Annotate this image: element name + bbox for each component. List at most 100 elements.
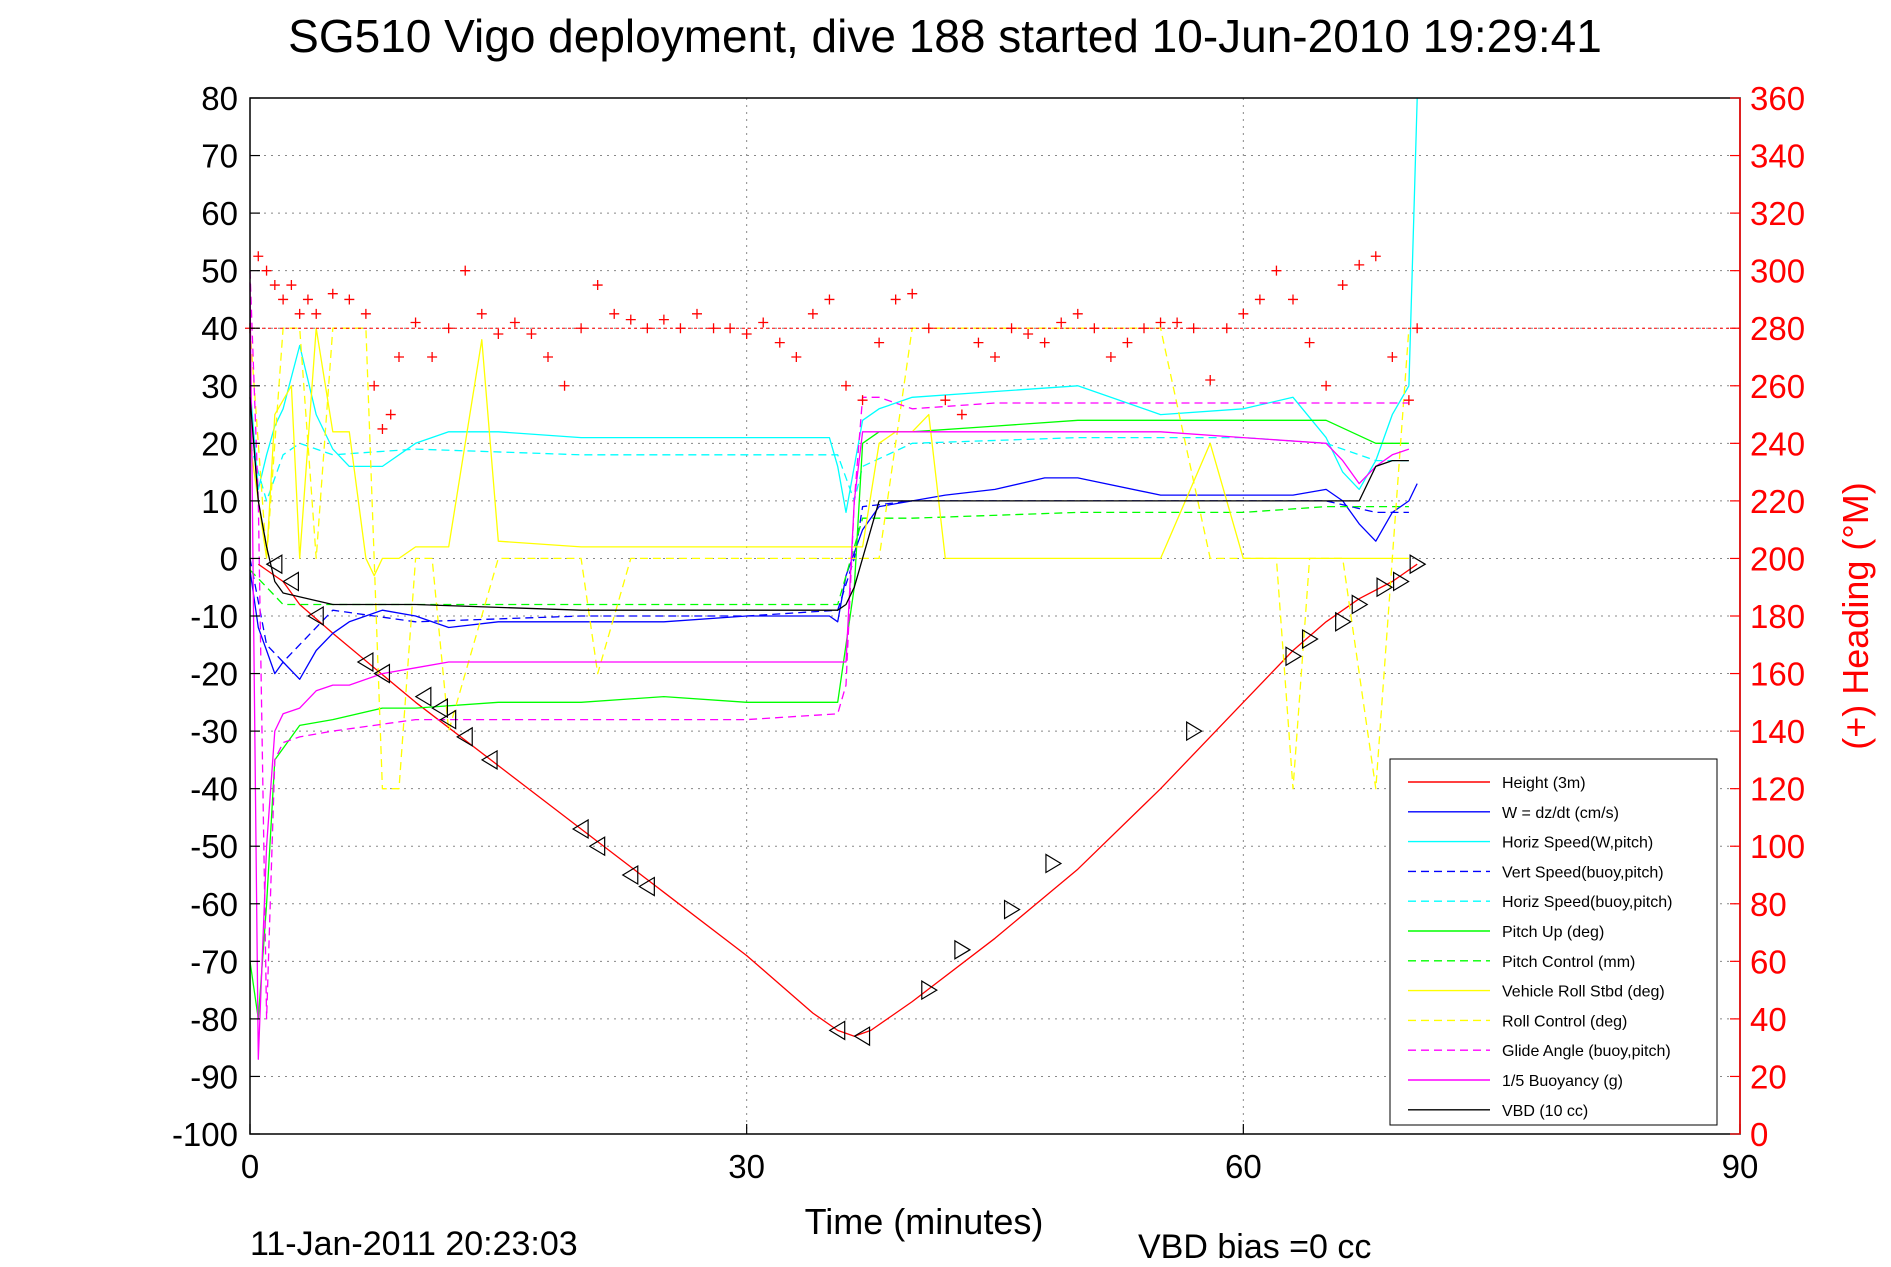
heading-point — [576, 323, 587, 334]
heading-point — [286, 280, 297, 291]
heading-point — [344, 294, 355, 305]
climb-marker — [1045, 853, 1063, 874]
heading-point — [476, 308, 487, 319]
y-right-tick-label: 120 — [1750, 771, 1805, 808]
heading-point — [311, 308, 322, 319]
heading-point — [725, 323, 736, 334]
y-right-tick-label: 20 — [1750, 1058, 1787, 1095]
climb-marker — [1003, 899, 1021, 920]
legend-label-glide-angle-buoy-pitch: Glide Angle (buoy,pitch) — [1502, 1043, 1671, 1060]
heading-point — [1304, 337, 1315, 348]
y-tick-label: -40 — [190, 771, 238, 808]
heading-point — [269, 280, 280, 291]
series-vehicle-roll-stbd-deg — [249, 327, 1409, 577]
descent-marker — [638, 876, 655, 897]
descent-marker — [456, 726, 473, 747]
descent-marker — [439, 709, 457, 730]
heading-point — [592, 280, 603, 291]
climb-marker — [1301, 628, 1319, 650]
heading-point — [278, 294, 289, 305]
y-right-tick-label: 200 — [1750, 540, 1805, 577]
heading-point — [758, 317, 769, 328]
heading-point — [741, 328, 752, 339]
legend-label-1-5-buoyancy-g: 1/5 Buoyancy (g) — [1502, 1073, 1623, 1090]
y-tick-label: 0 — [220, 540, 238, 577]
heading-point — [261, 265, 272, 276]
legend-label-w-dz-dt-cm-s: W = dz/dt (cm/s) — [1502, 805, 1619, 822]
climb-marker — [1186, 721, 1203, 742]
climb-marker — [1335, 611, 1352, 632]
heading-point — [377, 423, 388, 434]
heading-point — [327, 288, 338, 299]
heading-point — [1023, 328, 1034, 339]
descent-marker — [480, 749, 498, 770]
heading-point — [1354, 259, 1365, 270]
y-tick-label: 40 — [201, 310, 238, 347]
heading-point — [1139, 323, 1149, 334]
y-tick-label: -70 — [190, 943, 238, 980]
descent-marker — [588, 836, 606, 857]
heading-point — [1122, 337, 1133, 348]
heading-point — [1271, 265, 1282, 276]
climb-marker — [1285, 646, 1303, 667]
y-tick-label: 30 — [201, 368, 238, 405]
heading-point — [443, 323, 454, 334]
y-tick-label: -20 — [190, 656, 238, 693]
series-w-dz-dt-cm-s — [249, 477, 1418, 680]
y-right-tick-label: 360 — [1750, 80, 1805, 117]
y-right-tick-label: 80 — [1750, 886, 1787, 923]
descent-marker — [431, 698, 448, 719]
heading-point — [394, 352, 404, 362]
descent-marker — [621, 864, 639, 886]
legend-label-pitch-control-mm: Pitch Control (mm) — [1502, 954, 1635, 971]
marker-layer — [265, 554, 1427, 1047]
y-axis-right-label: (+) Heading (°M) — [1835, 482, 1876, 749]
legend-label-horiz-speed-w-pitch: Horiz Speed(W,pitch) — [1502, 835, 1653, 852]
y-tick-label: 70 — [201, 138, 238, 175]
climb-marker — [954, 939, 972, 960]
y-right-tick-label: 180 — [1750, 598, 1805, 635]
heading-point — [1188, 323, 1199, 334]
heading-point — [369, 380, 380, 391]
series-height-3m — [257, 563, 1418, 1037]
y-tick-label: 10 — [201, 483, 238, 520]
heading-point — [1172, 317, 1183, 328]
timestamp-footer: 11-Jan-2011 20:23:03 — [250, 1225, 578, 1262]
descent-marker — [373, 663, 391, 684]
legend-box — [1389, 758, 1718, 1126]
heading-point — [1155, 317, 1166, 328]
heading-point — [360, 308, 371, 319]
legend-label-horiz-speed-buoy-pitch: Horiz Speed(buoy,pitch) — [1502, 894, 1672, 911]
y-tick-label: -80 — [190, 1001, 238, 1038]
climb-marker — [1351, 594, 1369, 615]
y-right-tick-label: 0 — [1750, 1116, 1768, 1153]
y-tick-label: 60 — [201, 195, 238, 232]
series-1-5-buoyancy-g — [249, 282, 1410, 1060]
descent-marker — [571, 818, 589, 840]
y-right-tick-label: 280 — [1750, 310, 1805, 347]
heading-point — [1205, 375, 1216, 386]
heading-point — [1288, 294, 1298, 305]
heading-point — [940, 395, 951, 406]
heading-point — [1370, 251, 1381, 262]
heading-point — [1072, 308, 1083, 319]
heading-point — [1221, 323, 1232, 334]
legend-label-pitch-up-deg: Pitch Up (deg) — [1502, 924, 1604, 941]
x-tick-label: 60 — [1225, 1148, 1262, 1185]
y-right-tick-label: 300 — [1750, 253, 1805, 290]
series-pitch-control-mm — [249, 505, 1409, 606]
heading-point — [692, 308, 702, 319]
heading-point — [1105, 352, 1116, 362]
heading-point — [956, 409, 967, 420]
heading-point — [1089, 323, 1100, 334]
y-right-tick-label: 160 — [1750, 656, 1805, 693]
heading-point — [302, 294, 313, 305]
y-tick-label: -90 — [190, 1058, 238, 1095]
heading-point — [410, 317, 421, 328]
x-tick-label: 0 — [241, 1148, 259, 1185]
legend-label-roll-control-deg: Roll Control (deg) — [1502, 1013, 1627, 1030]
x-tick-label: 90 — [1722, 1148, 1759, 1185]
heading-point — [509, 317, 520, 328]
descent-marker — [307, 605, 324, 627]
